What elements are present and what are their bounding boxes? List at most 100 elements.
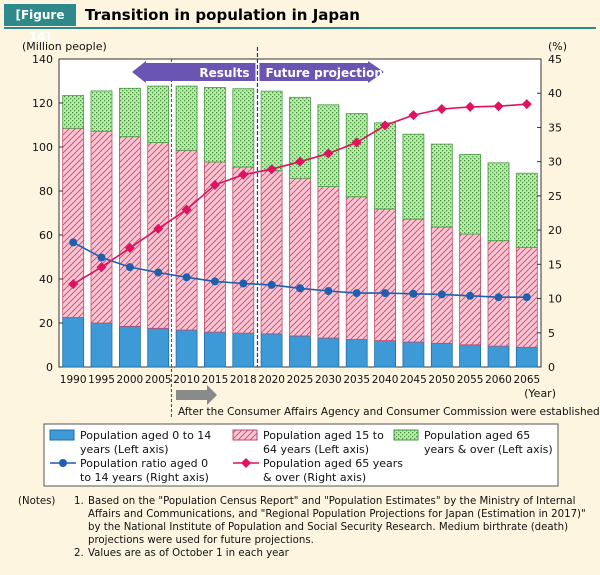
right-axis-label: 45 — [548, 53, 562, 66]
figure-title: Transition in population in Japan — [85, 6, 360, 24]
ratio-0-14-point — [296, 284, 304, 293]
legend-label: Population ratio aged 0 — [80, 457, 208, 470]
right-axis-label: 10 — [548, 293, 562, 306]
legend-swatch-age-65-over — [393, 429, 419, 441]
x-axis-label: 2025 — [287, 374, 314, 386]
ratio-65-over-point — [408, 110, 419, 121]
results-arrow — [132, 61, 256, 83]
notes-heading: (Notes) — [18, 496, 56, 507]
right-axis-label: 5 — [548, 327, 555, 340]
ratio-65-over-point — [68, 279, 79, 290]
ratio-65-over-point — [380, 120, 391, 131]
ratio-0-14-point — [125, 263, 134, 272]
ratio-0-14-point — [494, 293, 503, 302]
left-axis-label: 100 — [32, 141, 53, 154]
bar-age-65-over — [515, 172, 538, 248]
bar-age-0-14 — [119, 325, 141, 368]
bar-age-15-64 — [90, 130, 113, 324]
ratio-65-over-point — [465, 101, 476, 112]
legend-label: & over (Right axis) — [263, 471, 366, 484]
left-axis-label: 60 — [39, 229, 53, 242]
ratio-65-over-point — [323, 148, 334, 159]
ratio-65-over-point — [209, 179, 220, 190]
bar-age-0-14 — [487, 345, 510, 368]
projections-label: Future projections — [265, 66, 390, 80]
bar-age-65-over — [317, 104, 340, 188]
legend-label: Population aged 65 years — [263, 457, 403, 470]
left-axis-label: 120 — [32, 97, 53, 110]
legend-label: to 14 years (Right axis) — [80, 471, 209, 484]
x-axis-label: 2030 — [315, 374, 342, 386]
note-number: 1. — [74, 496, 84, 507]
bar-age-0-14 — [430, 342, 453, 368]
bar-age-15-64 — [232, 166, 255, 334]
legend-label: 64 years (Left axis) — [263, 443, 369, 456]
bar-age-65-over — [345, 113, 368, 198]
ratio-0-14-point — [154, 268, 163, 277]
ratio-0-14-point — [210, 277, 219, 286]
legend-swatch-age-0-14 — [49, 429, 75, 441]
bar-age-0-14 — [90, 322, 113, 368]
bar-age-65-over — [203, 87, 226, 163]
bar-age-65-over — [62, 95, 85, 129]
x-axis-label: 2060 — [485, 374, 512, 386]
notes: (Notes) 1. Based on the "Population Cens… — [18, 495, 593, 560]
left-axis-label: 0 — [46, 361, 53, 374]
bar-age-65-over — [289, 96, 311, 179]
ratio-65-over-point — [238, 169, 249, 180]
bar-age-65-over — [374, 122, 397, 210]
bar-age-65-over — [430, 143, 453, 228]
legend-box — [43, 423, 559, 487]
x-axis-label: 2065 — [513, 374, 540, 386]
ratio-0-14-point — [97, 253, 106, 262]
ratio-65-over-point — [124, 242, 135, 253]
right-axis-label: 15 — [548, 258, 562, 271]
right-axis-label: 30 — [548, 156, 562, 169]
ratio-65-over-point — [153, 223, 164, 234]
bar-age-15-64 — [402, 218, 425, 343]
bar-age-15-64 — [345, 196, 368, 340]
ratio-65-over-point — [493, 101, 504, 112]
note-text: Values are as of October 1 in each year — [88, 548, 289, 559]
right-axis-unit: (%) — [548, 40, 567, 53]
title-rule — [4, 27, 596, 29]
bar-age-65-over — [119, 87, 141, 138]
x-axis-label: 2040 — [372, 374, 399, 386]
left-axis-label: 20 — [39, 317, 53, 330]
ratio-65-over-point — [351, 137, 362, 148]
note-text: Based on the "Population Census Report" … — [88, 496, 586, 546]
x-axis-label: 2050 — [428, 374, 455, 386]
bar-age-0-14 — [402, 341, 425, 368]
bar-age-0-14 — [459, 344, 482, 368]
ratio-0-14-point — [267, 280, 276, 289]
ratio-65-over-point — [521, 99, 532, 110]
legend-swatch-age-15-64 — [232, 429, 258, 441]
x-axis-label: 2005 — [145, 374, 172, 386]
legend-marker-ratio-0-14 — [59, 459, 67, 467]
ratio-0-14-point — [466, 291, 475, 300]
bar-age-65-over — [487, 162, 510, 242]
bar-age-65-over — [90, 90, 113, 132]
ratio-0-14-point — [437, 290, 446, 299]
left-axis-label: 40 — [39, 273, 53, 286]
established-label: After the Consumer Affairs Agency and Co… — [178, 406, 600, 418]
ratio-0-14-point — [352, 289, 361, 298]
x-axis-label: 1990 — [60, 374, 87, 386]
right-axis-label: 40 — [548, 87, 562, 100]
bar-age-15-64 — [430, 226, 453, 344]
left-axis-label: 80 — [39, 185, 53, 198]
right-axis-label: 0 — [548, 361, 555, 374]
bar-age-0-14 — [62, 317, 85, 368]
legend-label: Population aged 65 — [424, 429, 530, 442]
bar-age-15-64 — [147, 142, 170, 329]
bar-age-65-over — [402, 133, 425, 220]
bar-age-0-14 — [147, 327, 170, 368]
bar-age-0-14 — [515, 346, 538, 368]
x-axis-unit: (Year) — [524, 387, 556, 400]
results-label: Results — [199, 66, 249, 80]
bar-age-65-over — [175, 85, 198, 151]
x-axis-label: 2000 — [117, 374, 144, 386]
bar-age-0-14 — [175, 329, 198, 368]
legend-label: Population aged 15 to — [263, 429, 384, 442]
ratio-0-14-point — [409, 289, 418, 298]
